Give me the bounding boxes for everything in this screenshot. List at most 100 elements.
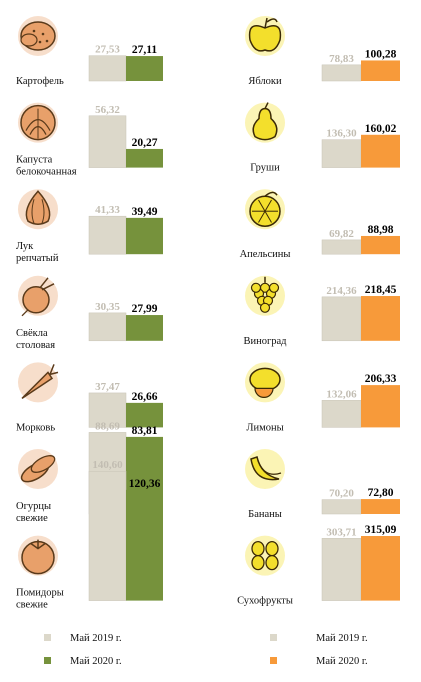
- category-label: Лимоны: [246, 422, 283, 433]
- value-label-2020: 27,99: [132, 303, 158, 315]
- value-label-2020: 218,45: [365, 284, 397, 296]
- category-row: Груши 136,30 160,02: [245, 102, 400, 174]
- potato-icon: [18, 16, 58, 56]
- legend-right: Май 2019 г. Май 2020 г.: [270, 633, 368, 667]
- cucumber-icon: [18, 449, 58, 489]
- value-label-2019: 140,60: [92, 459, 123, 471]
- bar-2019: [321, 499, 362, 515]
- bar-2020: [126, 402, 163, 428]
- category-label: Апельсины: [240, 249, 291, 260]
- bar-2020: [126, 148, 163, 168]
- bar-2019: [321, 64, 362, 82]
- value-label-2019: 70,20: [329, 488, 354, 500]
- category-label: Морковь: [16, 422, 55, 433]
- value-label-2020: 72,80: [368, 487, 394, 499]
- bar-2020: [126, 489, 163, 601]
- bar-2019: [88, 55, 127, 82]
- category-label: Огурцы: [16, 501, 51, 512]
- bar-2019: [88, 312, 127, 342]
- legend-swatch: [44, 634, 51, 641]
- value-label-2019: 214,36: [326, 285, 357, 297]
- bar-2019: [321, 139, 362, 168]
- bar-2020: [126, 315, 163, 341]
- beet-icon: [18, 275, 58, 317]
- category-label: Бананы: [248, 509, 282, 520]
- value-label-2020: 206,33: [365, 373, 397, 385]
- bar-2020: [361, 134, 400, 168]
- grapes-icon: [245, 275, 285, 316]
- legend-left: Май 2019 г. Май 2020 г.: [44, 633, 122, 667]
- lemon-icon: [245, 362, 285, 403]
- value-label-2019: 69,82: [329, 228, 354, 240]
- category-label: Свёкла: [16, 328, 48, 339]
- value-label-2019: 78,83: [329, 53, 354, 65]
- legend-label: Май 2019 г.: [70, 633, 122, 644]
- value-label-2019: 30,35: [95, 301, 120, 313]
- bar-2019: [321, 239, 362, 255]
- value-label-2020: 27,11: [132, 44, 157, 56]
- bar-2020: [126, 217, 163, 255]
- category-row: Морковь 37,47 26,66: [16, 362, 163, 433]
- category-label: Капуста: [16, 155, 53, 166]
- category-label: Яблоки: [248, 76, 282, 87]
- category-label: Помидоры: [16, 588, 64, 599]
- bar-2020: [361, 499, 400, 514]
- category-label: свежие: [16, 600, 48, 611]
- legend-swatch: [44, 657, 51, 664]
- value-label-2020: 120,36: [129, 478, 161, 490]
- legend-label: Май 2020 г.: [70, 656, 122, 667]
- value-label-2019: 27,53: [95, 44, 120, 56]
- bar-2019: [321, 538, 362, 601]
- dried-fruit-icon: [245, 535, 285, 576]
- value-label-2019: 56,32: [95, 104, 120, 116]
- tomato-icon: [18, 535, 58, 576]
- value-label-2019: 88,69: [95, 420, 120, 432]
- value-label-2020: 20,27: [132, 137, 158, 149]
- legend-label: Май 2020 г.: [316, 656, 368, 667]
- value-label-2019: 303,71: [326, 526, 356, 538]
- banana-icon: [245, 449, 285, 489]
- category-row: Апельсины 69,82 88,98: [240, 189, 400, 260]
- legend-swatch: [270, 634, 277, 641]
- category-label: Груши: [250, 163, 280, 174]
- value-label-2020: 39,49: [132, 206, 158, 218]
- category-label: белокочанная: [16, 167, 77, 178]
- category-row: Сухофрукты 303,71 315,09: [237, 524, 400, 607]
- legend-label: Май 2019 г.: [316, 633, 368, 644]
- value-label-2019: 132,06: [326, 388, 357, 400]
- onion-icon: [18, 189, 58, 230]
- value-label-2019: 136,30: [326, 128, 357, 140]
- bar-2019: [88, 115, 127, 168]
- value-label-2020: 83,81: [132, 425, 158, 437]
- bar-2019: [88, 392, 127, 428]
- category-row: Яблоки 78,83 100,28: [245, 16, 400, 87]
- value-label-2020: 88,98: [368, 224, 394, 236]
- orange-icon: [245, 189, 285, 230]
- category-label: репчатый: [16, 253, 59, 264]
- value-label-2020: 160,02: [365, 123, 397, 135]
- value-label-2019: 41,33: [95, 204, 120, 216]
- fruits-panel: Яблоки 78,83 100,28 Груши 136,30 160,02 Апельс…: [237, 16, 400, 607]
- value-label-2020: 100,28: [365, 48, 397, 60]
- category-row: Лимоны 132,06 206,33: [245, 362, 400, 433]
- legend-swatch: [270, 657, 277, 664]
- category-row: Картофель 27,53 27,11: [16, 16, 163, 87]
- pear-icon: [245, 102, 285, 143]
- bar-2019: [88, 470, 127, 601]
- bar-2020: [361, 385, 400, 428]
- bar-2019: [88, 215, 127, 255]
- category-row: Виноград 214,36 218,45: [243, 275, 400, 347]
- bar-2020: [126, 56, 163, 81]
- bar-2020: [361, 536, 400, 601]
- bar-2020: [361, 60, 400, 81]
- bar-2020: [361, 296, 400, 341]
- bar-2019: [321, 400, 362, 428]
- value-label-2019: 37,47: [95, 381, 120, 393]
- value-label-2020: 26,66: [132, 391, 158, 403]
- category-label: Виноград: [243, 336, 287, 347]
- category-row: Бананы 70,20 72,80: [245, 449, 400, 520]
